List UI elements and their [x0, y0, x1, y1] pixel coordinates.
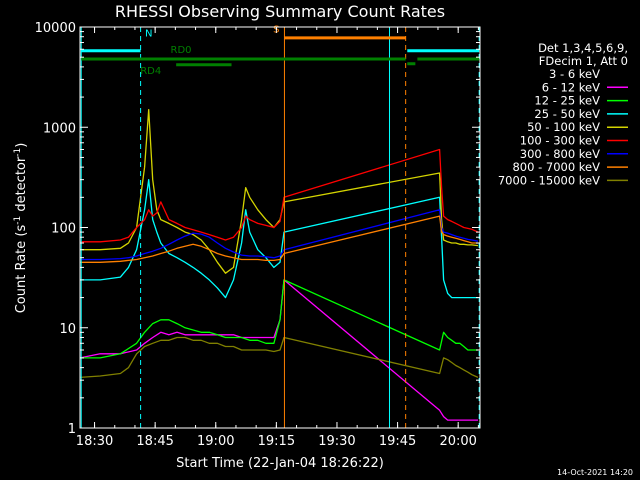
- series-line-50-100keV: [80, 108, 479, 274]
- legend-item-label: 800 - 7000 keV: [512, 160, 600, 174]
- legend-item-label: 7000 - 15000 keV: [498, 173, 600, 187]
- series-line-7000-15000keV: [79, 336, 479, 379]
- footer-date: 14-Oct-2021 14:20: [557, 468, 633, 477]
- series-line-800-7000keV: [80, 215, 478, 263]
- status-bar-label: RD0: [171, 45, 192, 56]
- series-line-3-6keV: [80, 297, 285, 411]
- y-axis-label: Count Rate (s-1 detector-1): [13, 143, 29, 314]
- legend-item-label: 50 - 100 keV: [527, 120, 600, 134]
- x-tick-label: 19:45: [379, 434, 416, 449]
- y-tick-label: 100: [51, 222, 76, 237]
- y-label-part: Count Rate (s: [14, 225, 29, 314]
- legend-header-line: Det 1,3,4,5,6,9,: [538, 41, 628, 55]
- y-tick-label: 10: [59, 322, 76, 337]
- legend-header-line: FDecim 1, Att 0: [539, 54, 628, 68]
- y-tick-label: 1: [68, 422, 76, 437]
- legend-item-label: 100 - 300 keV: [520, 134, 600, 148]
- y-label-exponent: -1: [13, 148, 23, 157]
- legend: Det 1,3,4,5,6,9, FDecim 1, Att 0 3 - 6 k…: [498, 41, 628, 187]
- x-axis-label: Start Time (22-Jan-04 18:26:22): [176, 456, 384, 471]
- status-bar-label: RD4: [140, 66, 161, 77]
- y-label-exponent: -1: [13, 216, 23, 225]
- series-line-25-50keV: [80, 179, 478, 299]
- legend-item-label: 300 - 800 keV: [520, 147, 600, 161]
- y-label-part: detector: [14, 156, 29, 216]
- legend-item-label: 12 - 25 keV: [534, 94, 600, 108]
- x-tick-label: 18:30: [76, 434, 113, 449]
- chart-title: RHESSI Observing Summary Count Rates: [115, 2, 445, 21]
- x-tick-label: 19:15: [258, 434, 295, 449]
- y-tick-label: 10000: [35, 21, 76, 36]
- legend-item-label: 3 - 6 keV: [549, 67, 600, 81]
- status-bar-label: N: [145, 29, 152, 40]
- series-line-100-300keV: [80, 148, 479, 243]
- x-tick-label: 19:00: [197, 434, 234, 449]
- plot-area: NSRD0RD4: [79, 25, 480, 428]
- y-label-part: ): [14, 143, 29, 148]
- y-tick-label: 1000: [43, 121, 76, 136]
- x-axis: 18:30 18:45 19:00 19:15 19:30 19:45 20:00: [76, 27, 479, 449]
- y-axis: 1 10 100 1000 10000: [35, 21, 480, 437]
- series-line-12-25keV: [80, 279, 478, 359]
- series-line-300-800keV: [80, 209, 479, 261]
- x-tick-label: 19:30: [318, 434, 355, 449]
- legend-item-label: 6 - 12 keV: [542, 80, 600, 94]
- x-tick-label: 20:00: [439, 434, 476, 449]
- legend-item-label: 25 - 50 keV: [534, 107, 600, 121]
- x-tick-label: 18:45: [136, 434, 173, 449]
